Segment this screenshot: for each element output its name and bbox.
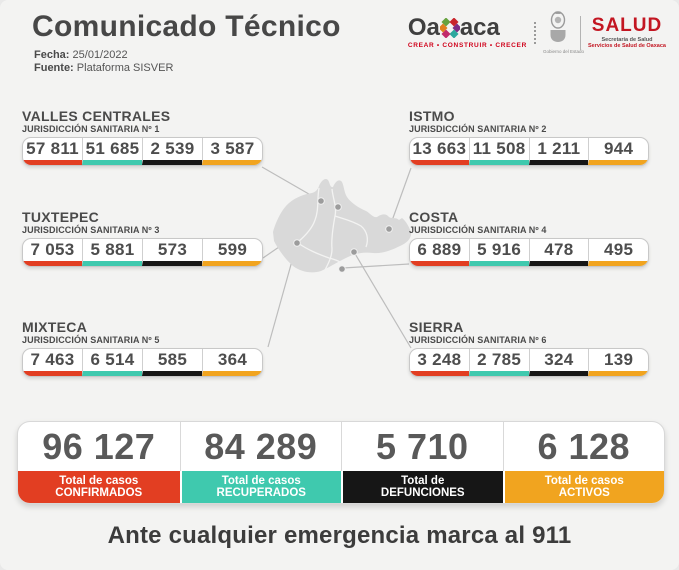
recovered-cell: 51 685 [82,138,142,165]
oaxaca-pinwheel-icon [439,18,460,38]
total-recovered-label: Total de casos RECUPERADOS [179,471,341,503]
fuente-value: Plataforma SISVER [76,62,174,74]
active-cell: 364 [202,349,262,376]
recovered-cell: 5 916 [468,239,529,266]
total-active-label: Total de casos ACTIVOS [502,471,664,503]
label-line1: Total de casos [59,474,139,487]
total-confirmed-label: Total de casos CONFIRMADOS [18,471,180,503]
region-name: SIERRA [409,319,464,335]
label-line2: DEFUNCIONES [380,487,465,499]
page-title: Comunicado Técnico [32,10,341,43]
label-line2: RECUPERADOS [216,487,306,499]
deaths-cell: 573 [142,239,202,266]
confirmed-cell: 57 811 [23,138,82,165]
totals-panel: 96 127 Total de casos CONFIRMADOS 84 289… [17,421,665,504]
header-meta: Fecha: 25/01/2022 Fuente: Plataforma SIS… [34,49,173,75]
deaths-cell: 585 [142,349,202,376]
oaxaca-wordmark: Oa aca [408,16,527,40]
region-sierra: SIERRA JURISDICCIÓN SANITARIA Nº 6 3 248… [409,320,649,377]
fecha-line: Fecha: 25/01/2022 [34,49,173,62]
region-jurisdiction: JURISDICCIÓN SANITARIA Nº 4 [409,225,547,235]
region-marker-dots [293,197,393,273]
region-stats-table: 57 811 51 685 2 539 3 587 [22,137,263,166]
active-cell: 139 [588,349,648,376]
salud-logo: SALUD Secretaría de Salud Servicios de S… [588,16,666,49]
salud-wordmark: SALUD [591,15,663,36]
recovered-cell: 5 881 [82,239,142,266]
region-jurisdiction: JURISDICCIÓN SANITARIA Nº 5 [22,335,160,345]
region-name: ISTMO [409,108,455,124]
label-line1: Total de casos [544,474,624,487]
region-istmo: ISTMO JURISDICCIÓN SANITARIA Nº 2 13 663… [409,109,649,166]
total-deaths: 5 710 Total de DEFUNCIONES [341,422,503,503]
region-stats-table: 7 463 6 514 585 364 [22,348,263,377]
region-jurisdiction: JURISDICCIÓN SANITARIA Nº 2 [409,124,547,134]
region-mixteca: MIXTECA JURISDICCIÓN SANITARIA Nº 5 7 46… [22,320,263,377]
oaxaca-wordmark-pre: Oa [407,14,440,41]
logo-divider [580,15,581,50]
deaths-cell: 478 [528,239,589,266]
label-line2: ACTIVOS [558,487,610,499]
fuente-line: Fuente: Plataforma SISVER [34,62,173,75]
deaths-cell: 2 539 [142,138,202,165]
region-jurisdiction: JURISDICCIÓN SANITARIA Nº 3 [22,225,160,235]
salud-subtitle-2: Servicios de Salud de Oaxaca [588,43,666,49]
total-confirmed-value: 96 127 [42,425,156,467]
active-cell: 599 [202,239,262,266]
emergency-notice: Ante cualquier emergencia marca al 911 [107,522,572,549]
region-stats-table: 7 053 5 881 573 599 [22,238,263,267]
active-cell: 3 587 [202,138,262,165]
recovered-cell: 6 514 [82,349,142,376]
fecha-value: 25/01/2022 [72,49,128,61]
total-active: 6 128 Total de casos ACTIVOS [502,422,665,503]
total-recovered: 84 289 Total de casos RECUPERADOS [179,422,342,503]
recovered-cell: 2 785 [468,349,529,376]
label-line1: Total de [401,474,445,487]
map-connector-lines [261,166,412,349]
gobierno-emblem: Gobierno del Estado [543,11,585,54]
logo-cluster: Oa aca CREAR • CONSTRUIR • CRECER [408,11,666,54]
deaths-cell: 324 [528,349,589,376]
region-name: TUXTEPEC [22,209,100,225]
oaxaca-tagline: CREAR • CONSTRUIR • CRECER [407,42,527,49]
dotted-separator [534,21,536,44]
region-borders [297,187,368,271]
region-name: COSTA [409,209,459,225]
confirmed-cell: 7 463 [23,349,82,376]
confirmed-cell: 3 248 [410,349,469,376]
region-jurisdiction: JURISDICCIÓN SANITARIA Nº 6 [409,335,547,345]
region-name: VALLES CENTRALES [22,108,171,124]
label-line1: Total de casos [221,474,301,487]
region-name: MIXTECA [22,319,88,335]
region-jurisdiction: JURISDICCIÓN SANITARIA Nº 1 [22,124,160,134]
region-stats-table: 3 248 2 785 324 139 [409,348,649,377]
oaxaca-logo: Oa aca CREAR • CONSTRUIR • CRECER [407,16,527,50]
recovered-cell: 11 508 [468,138,529,165]
deaths-cell: 1 211 [528,138,589,165]
oaxaca-wordmark-post: aca [459,14,500,41]
fecha-label: Fecha: [34,49,70,61]
region-stats-table: 13 663 11 508 1 211 944 [409,137,649,166]
region-stats-table: 6 889 5 916 478 495 [409,238,649,267]
active-cell: 495 [588,239,648,266]
state-silhouette [273,178,412,273]
confirmed-cell: 13 663 [410,138,469,165]
total-recovered-value: 84 289 [179,422,342,471]
state-coat-of-arms-icon [550,11,566,42]
confirmed-cell: 6 889 [410,239,469,266]
gobierno-caption: Gobierno del Estado [543,49,585,54]
region-tuxtepec: TUXTEPEC JURISDICCIÓN SANITARIA Nº 3 7 0… [22,210,263,267]
total-deaths-value: 5 710 [341,422,503,471]
region-valles-centrales: VALLES CENTRALES JURISDICCIÓN SANITARIA … [22,109,263,166]
total-deaths-label: Total de DEFUNCIONES [341,471,503,503]
fuente-label: Fuente: [34,62,74,74]
confirmed-cell: 7 053 [23,239,82,266]
total-confirmed: 96 127 Total de casos CONFIRMADOS [18,422,180,503]
label-line2: CONFIRMADOS [55,487,143,499]
salud-subtitle-1: Secretaría de Salud [601,37,653,43]
region-costa: COSTA JURISDICCIÓN SANITARIA Nº 4 6 889 … [409,210,649,267]
active-cell: 944 [588,138,648,165]
total-active-value: 6 128 [502,422,665,471]
